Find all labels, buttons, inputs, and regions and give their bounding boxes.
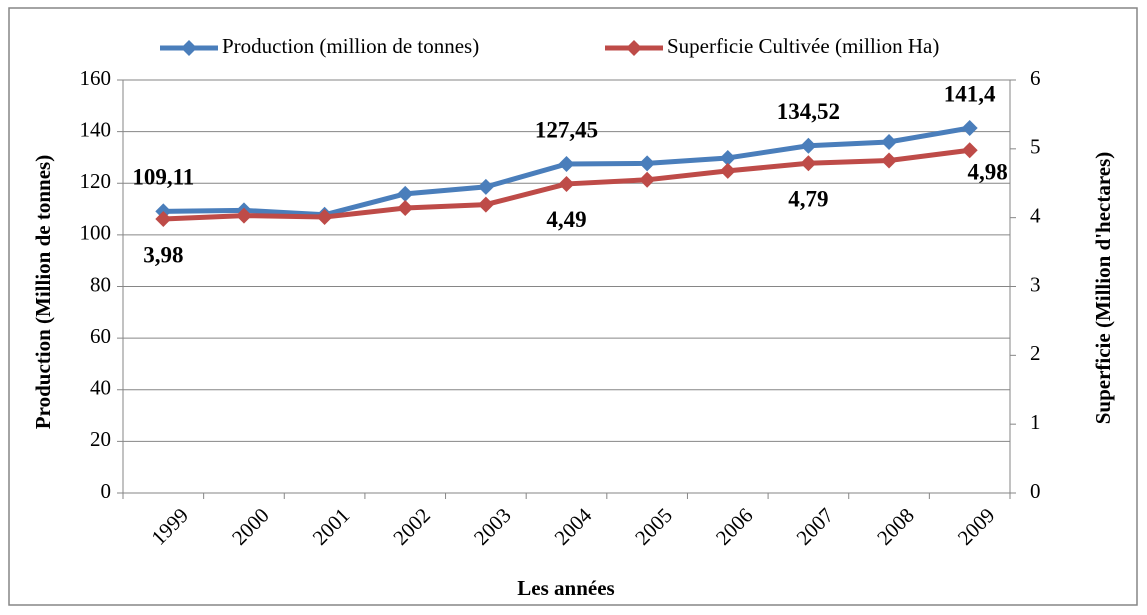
point-marker	[155, 211, 172, 228]
y2-tick-label: 1	[1030, 410, 1041, 434]
point-marker	[800, 137, 817, 154]
y-tick-label: 80	[90, 272, 111, 296]
x-axis-title: Les années	[517, 576, 614, 600]
point-marker	[639, 171, 656, 188]
point-marker	[397, 200, 414, 217]
legend-marker	[626, 40, 642, 56]
data-label: 4,79	[788, 187, 828, 212]
point-marker	[397, 185, 414, 202]
y2-tick-label: 0	[1030, 479, 1041, 503]
data-label: 109,11	[132, 165, 194, 190]
y2-tick-label: 3	[1030, 272, 1041, 296]
y-tick-label: 40	[90, 376, 111, 400]
y-tick-label: 160	[80, 66, 112, 90]
y-tick-label: 20	[90, 427, 111, 451]
data-label: 4,49	[546, 207, 586, 232]
point-marker	[235, 207, 252, 224]
point-marker	[558, 156, 575, 173]
y2-axis-title: Superficie (Million d'hectares)	[1091, 152, 1115, 425]
point-marker	[961, 142, 978, 159]
y-tick-label: 140	[80, 117, 112, 141]
y-tick-label: 60	[90, 324, 111, 348]
y2-tick-label: 5	[1030, 135, 1041, 159]
data-label: 134,52	[777, 99, 840, 124]
y-axis-title: Production (Million de tonnes)	[31, 155, 55, 429]
y-tick-label: 100	[80, 221, 112, 245]
point-marker	[477, 196, 494, 213]
point-marker	[316, 208, 333, 225]
y2-tick-label: 6	[1030, 66, 1041, 90]
point-marker	[961, 120, 978, 137]
chart-border	[8, 7, 1138, 606]
data-label: 127,45	[535, 117, 598, 142]
point-marker	[639, 155, 656, 172]
point-marker	[719, 149, 736, 166]
point-marker	[800, 155, 817, 172]
point-marker	[881, 152, 898, 169]
data-label: 4,98	[968, 159, 1008, 184]
point-marker	[477, 178, 494, 195]
point-marker	[558, 175, 575, 192]
point-marker	[719, 162, 736, 179]
point-marker	[881, 133, 898, 150]
legend-marker	[181, 40, 197, 56]
y2-tick-label: 2	[1030, 341, 1041, 365]
data-label: 3,98	[143, 242, 183, 267]
legend-label: Production (million de tonnes)	[222, 34, 479, 58]
y-tick-label: 120	[80, 169, 112, 193]
y2-tick-label: 4	[1030, 203, 1041, 227]
data-label: 141,4	[944, 81, 996, 106]
y-tick-label: 0	[101, 479, 112, 503]
legend-label: Superficie Cultivée (million Ha)	[667, 34, 939, 58]
